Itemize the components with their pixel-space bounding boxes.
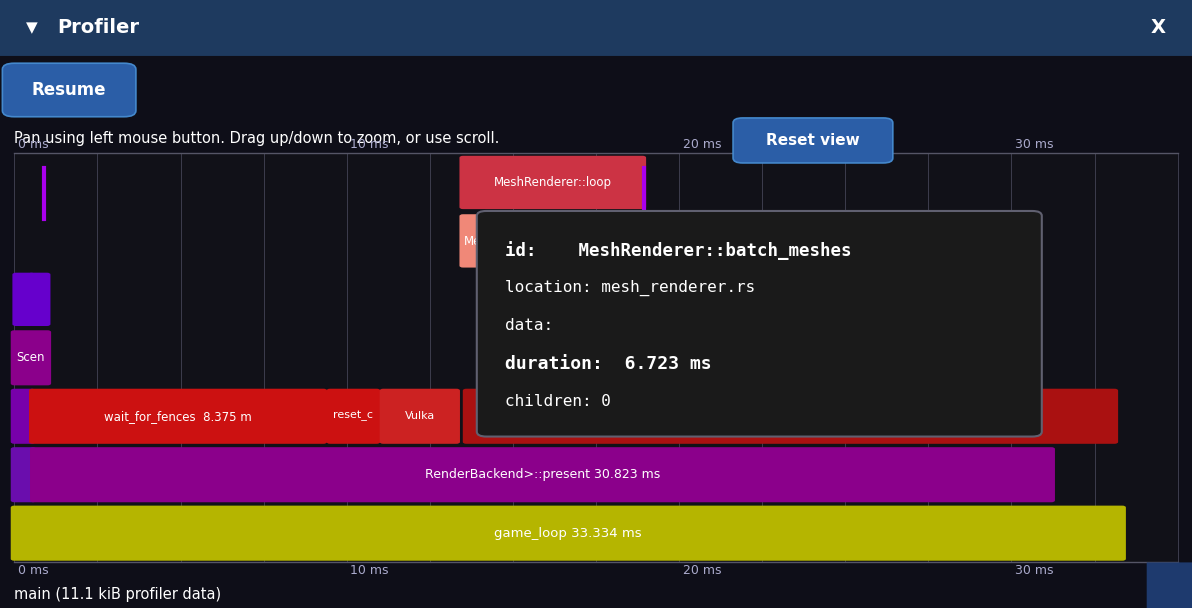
FancyBboxPatch shape (11, 447, 36, 502)
Text: Profiler: Profiler (57, 18, 139, 38)
Text: 0 ms: 0 ms (18, 139, 49, 151)
FancyBboxPatch shape (29, 272, 50, 326)
Text: ▼: ▼ (26, 21, 38, 35)
FancyBboxPatch shape (459, 156, 646, 209)
Text: game_loop 33.334 ms: game_loop 33.334 ms (495, 527, 642, 540)
Text: Pan using left mouse button. Drag up/down to zoom, or use scroll.: Pan using left mouse button. Drag up/dow… (14, 131, 499, 146)
Text: MeshRenderer::loop: MeshRenderer::loop (493, 176, 611, 189)
FancyBboxPatch shape (327, 389, 380, 444)
Text: 30 ms: 30 ms (1016, 564, 1054, 577)
Text: X: X (1150, 18, 1166, 38)
Text: Scen: Scen (17, 351, 45, 364)
Text: children: 0: children: 0 (505, 394, 611, 409)
Text: RenderBackend>::present 30.823 ms: RenderBackend>::present 30.823 ms (424, 468, 660, 481)
FancyBboxPatch shape (12, 272, 35, 326)
FancyBboxPatch shape (1147, 562, 1192, 608)
FancyBboxPatch shape (30, 447, 1055, 502)
Text: submit_present_queue: submit_present_queue (724, 410, 858, 423)
Text: main (11.1 kiB profiler data): main (11.1 kiB profiler data) (14, 587, 222, 601)
Text: MeshRenderer::batch_meshes: MeshRenderer::batch_meshes (464, 235, 641, 247)
Text: 20 ms: 20 ms (683, 139, 721, 151)
Text: id:    MeshRenderer::batch_meshes: id: MeshRenderer::batch_meshes (505, 241, 852, 260)
Text: 0 ms: 0 ms (18, 564, 49, 577)
Text: 10 ms: 10 ms (350, 139, 389, 151)
FancyBboxPatch shape (0, 0, 1192, 56)
Text: Resume: Resume (32, 81, 106, 99)
Text: wait_for_fences  8.375 m: wait_for_fences 8.375 m (104, 410, 252, 423)
Text: Reset view: Reset view (766, 133, 859, 148)
Text: 30 ms: 30 ms (1016, 139, 1054, 151)
Text: 10 ms: 10 ms (350, 564, 389, 577)
FancyBboxPatch shape (2, 63, 136, 117)
FancyBboxPatch shape (462, 389, 1118, 444)
FancyBboxPatch shape (11, 330, 51, 385)
Text: 20 ms: 20 ms (683, 564, 721, 577)
Text: location: mesh_renderer.rs: location: mesh_renderer.rs (505, 280, 756, 296)
FancyBboxPatch shape (11, 506, 1126, 561)
FancyBboxPatch shape (380, 389, 460, 444)
FancyBboxPatch shape (477, 211, 1042, 437)
Text: duration:  6.723 ms: duration: 6.723 ms (505, 355, 712, 373)
FancyBboxPatch shape (733, 118, 893, 163)
FancyBboxPatch shape (29, 389, 327, 444)
FancyBboxPatch shape (14, 153, 1178, 562)
FancyBboxPatch shape (459, 214, 646, 268)
Text: data:: data: (505, 319, 553, 333)
FancyBboxPatch shape (11, 389, 36, 444)
Text: reset_c: reset_c (334, 411, 373, 421)
Text: Vulka: Vulka (405, 411, 435, 421)
